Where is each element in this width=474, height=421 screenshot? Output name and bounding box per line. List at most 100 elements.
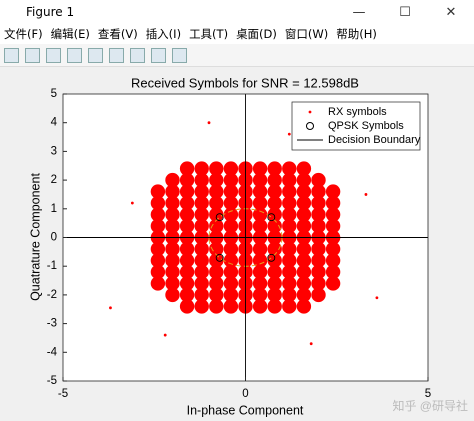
- rx-symbol: [325, 241, 341, 257]
- rx-symbol: [267, 299, 282, 314]
- rx-symbol: [179, 253, 195, 268]
- rx-symbol: [311, 264, 326, 280]
- rx-symbol: [325, 195, 341, 211]
- legend-symbol: [308, 110, 312, 114]
- tool-browser[interactable]: [172, 47, 187, 63]
- y-tick-label: -3: [47, 318, 57, 330]
- menu-bar: 文件(F) 编辑(E) 查看(V) 插入(I) 工具(T) 桌面(D) 窗口(W) 帮助(H): [0, 24, 474, 44]
- tool-print[interactable]: [67, 47, 82, 63]
- menu-item[interactable]: 窗口(W): [284, 27, 329, 41]
- rx-symbol: [375, 296, 379, 300]
- rx-symbol: [179, 264, 195, 280]
- rx-symbol: [282, 264, 297, 280]
- tool-new[interactable]: [4, 47, 19, 63]
- rx-symbol: [194, 218, 209, 234]
- menu-item[interactable]: 工具(T): [189, 27, 229, 41]
- tool-link[interactable]: [88, 47, 103, 63]
- rx-symbol: [165, 253, 180, 268]
- rx-symbol: [209, 264, 224, 280]
- tool-pointer[interactable]: [151, 47, 166, 63]
- rx-symbol: [252, 287, 268, 303]
- rx-symbol: [311, 287, 326, 303]
- rx-symbol: [194, 207, 209, 222]
- rx-symbol: [311, 195, 326, 211]
- rx-symbol: [282, 276, 297, 291]
- rx-symbol: [252, 184, 268, 199]
- rx-symbol: [163, 333, 167, 337]
- title-bar: Figure 1 — ☐ ✕: [0, 0, 474, 24]
- rx-symbol: [194, 172, 209, 188]
- rx-symbol: [150, 218, 166, 234]
- rx-symbol: [282, 287, 297, 303]
- tool-save[interactable]: [46, 47, 61, 63]
- tool-colorbar[interactable]: [109, 47, 124, 63]
- minimize-button[interactable]: —: [352, 4, 366, 20]
- rx-symbol: [165, 287, 180, 303]
- window-title: Figure 1: [26, 5, 75, 19]
- rx-symbol: [179, 218, 195, 234]
- rx-symbol: [296, 299, 312, 314]
- rx-symbol: [209, 287, 224, 303]
- rx-symbol: [296, 287, 312, 303]
- x-axis-label: In-phase Component: [187, 403, 304, 417]
- rx-symbol: [209, 207, 224, 222]
- rx-symbol: [282, 161, 297, 176]
- rx-symbol: [194, 276, 209, 291]
- rx-symbol: [165, 241, 180, 257]
- legend-label: RX symbols: [328, 106, 387, 118]
- maximize-button[interactable]: ☐: [399, 4, 411, 20]
- qpsk-symbol: [267, 213, 276, 222]
- rx-symbol: [267, 172, 282, 188]
- rx-symbol: [296, 253, 312, 268]
- rx-symbol: [209, 241, 224, 257]
- rx-symbol: [179, 161, 195, 176]
- x-tick-label: 0: [242, 388, 248, 400]
- y-tick-label: -5: [47, 375, 57, 387]
- rx-symbol: [223, 253, 239, 268]
- rx-symbol: [325, 184, 341, 199]
- y-tick-label: -1: [47, 260, 57, 272]
- rx-symbol: [150, 207, 166, 222]
- menu-item[interactable]: 查看(V): [97, 27, 138, 41]
- rx-symbol: [267, 218, 282, 234]
- rx-symbol: [194, 299, 209, 314]
- rx-symbol: [194, 264, 209, 280]
- menu-item[interactable]: 帮助(H): [336, 27, 377, 41]
- rx-symbol: [309, 342, 313, 346]
- watermark: 知乎 @研导社: [392, 398, 468, 413]
- rx-symbol: [252, 241, 268, 257]
- rx-symbol: [252, 276, 268, 291]
- rx-symbol: [223, 172, 239, 188]
- rx-symbol: [252, 253, 268, 268]
- close-button[interactable]: ✕: [445, 4, 457, 20]
- rx-symbol: [223, 218, 239, 234]
- menu-item[interactable]: 桌面(D): [236, 27, 277, 41]
- menu-item[interactable]: 文件(F): [4, 27, 43, 41]
- menu-item[interactable]: 插入(I): [145, 27, 182, 41]
- legend-label: Decision Boundary: [328, 134, 421, 146]
- rx-symbol: [209, 195, 224, 211]
- rx-symbol: [287, 132, 291, 136]
- rx-symbol: [282, 184, 297, 199]
- rx-symbol: [252, 218, 268, 234]
- rx-symbol: [165, 172, 180, 188]
- rx-symbol: [165, 195, 180, 211]
- rx-symbol: [325, 253, 341, 268]
- y-tick-label: 1: [51, 203, 57, 215]
- y-tick-label: 0: [51, 232, 57, 244]
- tool-legend[interactable]: [130, 47, 145, 63]
- toolbar: [0, 44, 474, 67]
- rx-symbol: [282, 299, 297, 314]
- tool-open[interactable]: [25, 47, 40, 63]
- rx-symbol: [282, 253, 297, 268]
- rx-symbol: [150, 195, 166, 211]
- rx-symbol: [311, 276, 326, 291]
- rx-symbol: [179, 299, 195, 314]
- menu-item[interactable]: 编辑(E): [50, 27, 90, 41]
- rx-symbol: [223, 161, 239, 176]
- rx-symbol: [325, 276, 341, 291]
- rx-symbol: [207, 121, 211, 125]
- rx-symbol: [325, 264, 341, 280]
- rx-symbol: [223, 287, 239, 303]
